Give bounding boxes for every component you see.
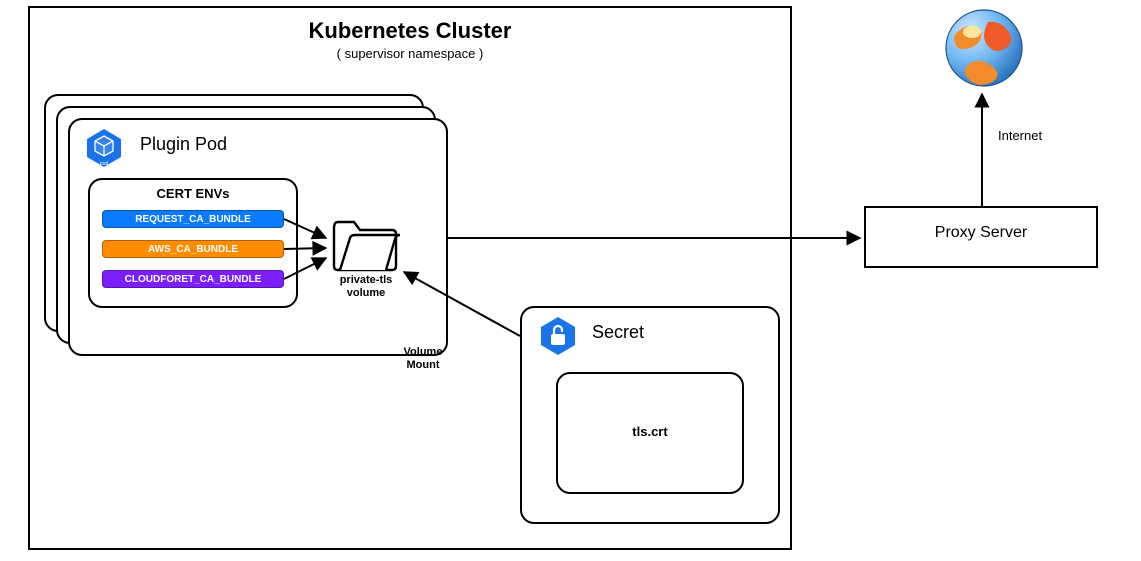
proxy-label: Proxy Server: [864, 224, 1098, 242]
env-chip-request: REQUEST_CA_BUNDLE: [102, 210, 284, 228]
cert-envs-title: CERT ENVs: [88, 186, 298, 201]
secret-icon: [540, 316, 576, 356]
env-chip-cloudforet: CLOUDFORET_CA_BUNDLE: [102, 270, 284, 288]
pod-icon: pod: [86, 128, 122, 168]
svg-text:pod: pod: [100, 161, 109, 167]
volume-mount-label: Volume Mount: [388, 346, 458, 371]
secret-title: Secret: [592, 322, 752, 343]
volume-label: private-tls volume: [316, 274, 416, 299]
cluster-title: Kubernetes Cluster: [28, 18, 792, 44]
globe-icon: [942, 6, 1026, 90]
cluster-subtitle: ( supervisor namespace ): [28, 46, 792, 61]
internet-label: Internet: [998, 128, 1078, 143]
secret-inner-label: tls.crt: [556, 424, 744, 439]
env-chip-aws: AWS_CA_BUNDLE: [102, 240, 284, 258]
folder-icon: [330, 216, 400, 272]
plugin-pod-title: Plugin Pod: [140, 134, 380, 155]
